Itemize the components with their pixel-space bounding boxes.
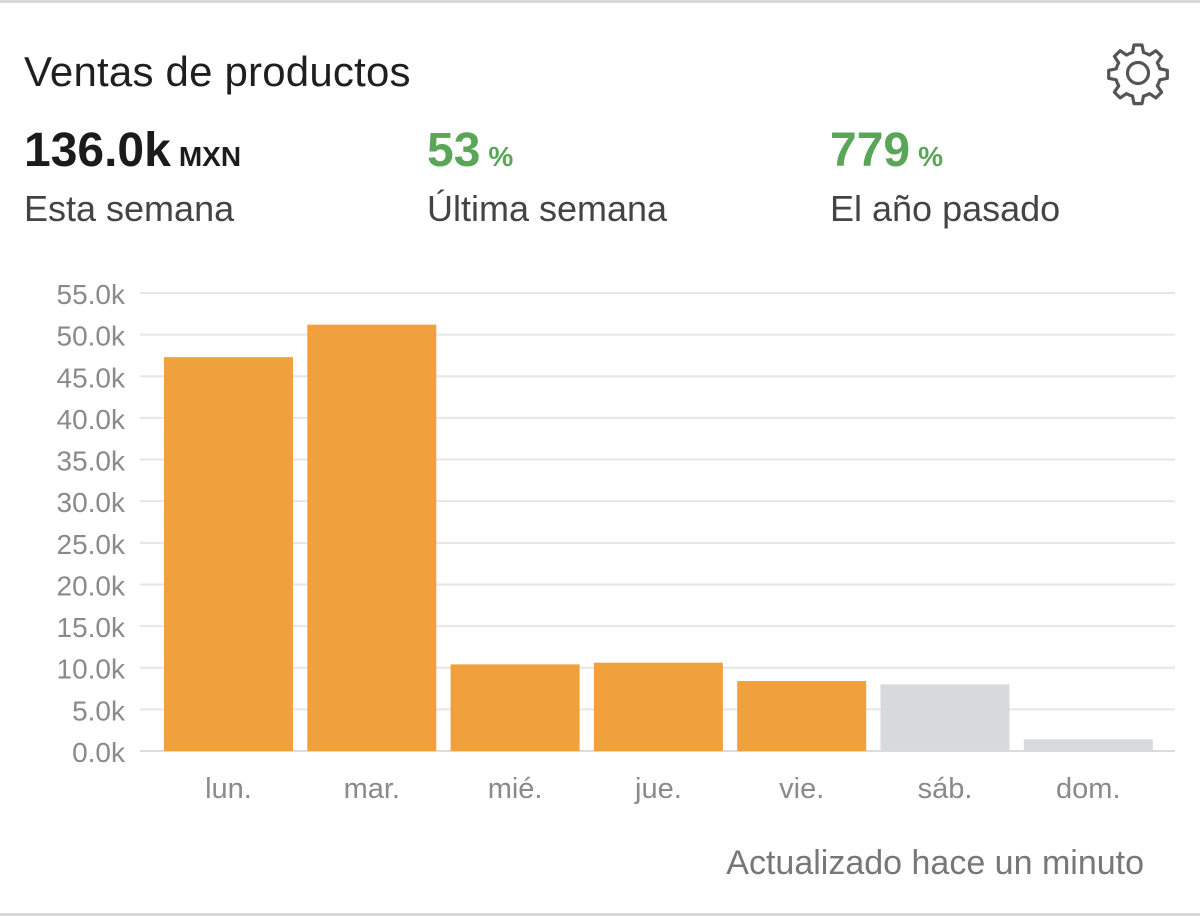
stat-value: 53 [427, 124, 481, 177]
y-tick-label: 50.0k [57, 321, 126, 352]
x-tick-label: mié. [488, 773, 543, 805]
stat-unit: % [488, 141, 514, 172]
stat-this-week: 136.0k MXN Esta semana [24, 121, 241, 231]
y-tick-label: 35.0k [57, 446, 126, 477]
stat-label: Esta semana [24, 188, 235, 229]
y-tick-label: 20.0k [57, 570, 126, 601]
x-tick-label: lun. [205, 773, 252, 805]
y-tick-label: 5.0k [72, 695, 126, 726]
bar-2[interactable] [450, 664, 580, 751]
bar-3[interactable] [593, 662, 723, 751]
stat-last-week: 53% Última semana [427, 121, 667, 231]
stat-value: 136.0k [24, 124, 171, 177]
bar-0[interactable] [164, 357, 293, 751]
y-tick-label: 30.0k [57, 487, 126, 518]
stat-label: Última semana [427, 188, 668, 229]
last-updated-text: Actualizado hace un minuto [726, 844, 1144, 882]
gear-icon-svg [1107, 43, 1169, 106]
stat-unit: MXN [178, 141, 242, 172]
bar-5[interactable] [880, 684, 1010, 751]
y-tick-label: 55.0k [57, 279, 126, 310]
bar-1[interactable] [307, 324, 437, 751]
bar-6[interactable] [1023, 739, 1153, 751]
x-tick-label: jue. [634, 773, 682, 805]
sales-bar-chart: 0.0k 5.0k 10.0k 15.0k 20.0k 25.0k 30.0k 35.0k 40… [57, 279, 1175, 805]
y-tick-label: 15.0k [57, 612, 126, 643]
stat-label: El año pasado [830, 188, 1061, 229]
gear-icon[interactable] [1104, 39, 1172, 107]
stat-value: 779 [830, 124, 911, 177]
x-tick-label: vie. [779, 773, 824, 805]
y-tick-label: 0.0k [72, 737, 126, 768]
stat-last-year: 779% El año pasado [830, 121, 1060, 231]
y-tick-label: 40.0k [57, 404, 126, 435]
y-tick-label: 45.0k [57, 362, 126, 393]
card-title: Ventas de productos [24, 48, 411, 95]
y-tick-label: 10.0k [57, 654, 126, 685]
bar-4[interactable] [737, 681, 867, 751]
x-tick-label: mar. [344, 773, 400, 805]
y-tick-label: 25.0k [57, 529, 126, 560]
stat-unit: % [918, 141, 943, 172]
x-tick-label: dom. [1056, 773, 1120, 805]
x-tick-label: sáb. [918, 773, 973, 805]
